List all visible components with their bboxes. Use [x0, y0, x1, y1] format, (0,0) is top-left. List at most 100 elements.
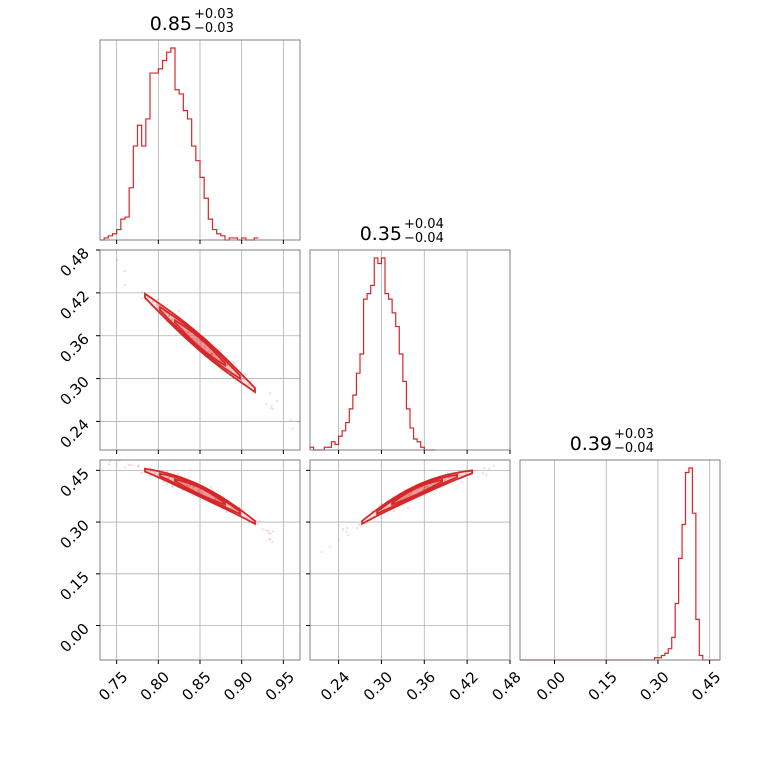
scatter-point: [268, 537, 272, 541]
scatter-point: [423, 486, 427, 489]
title-param-1-plus: +0.04: [404, 217, 444, 232]
scatter-point: [140, 297, 143, 300]
scatter-point: [269, 407, 272, 410]
scatter-point: [168, 315, 171, 318]
scatter-point: [197, 489, 200, 492]
y-axis-p1-ylabel-3: 0.42: [56, 287, 92, 323]
scatter-point: [130, 463, 133, 467]
scatter-point: [196, 339, 199, 342]
scatter-point: [196, 339, 199, 342]
scatter-point: [269, 532, 272, 535]
contour-level-2: [391, 478, 443, 506]
scatter-point: [149, 470, 152, 473]
scatter-point: [185, 483, 188, 486]
scatter-point: [177, 309, 181, 312]
x-axis-p0-xlabel-0: 0.75: [95, 668, 131, 704]
scatter-point: [426, 485, 429, 488]
scatter-point: [255, 520, 258, 523]
scatter-point: [210, 352, 213, 355]
scatter-point: [408, 493, 411, 497]
scatter-point: [210, 352, 213, 355]
panel-bg-2-1: [310, 460, 510, 660]
title-param-0-plus: +0.03: [194, 7, 234, 22]
scatter-point: [195, 340, 198, 343]
y-axis-p2-ylabel-1: 0.15: [56, 568, 92, 604]
scatter-point: [183, 483, 186, 486]
scatter-point: [258, 520, 261, 523]
scatter-point: [28, 467, 30, 469]
scatter-point: [123, 283, 126, 286]
scatter-point: [405, 494, 408, 498]
scatter-point: [193, 486, 196, 489]
scatter-point: [211, 352, 214, 355]
scatter-point: [210, 352, 213, 355]
scatter-point: [211, 354, 214, 357]
scatter-point: [407, 506, 410, 510]
scatter-point: [345, 530, 348, 534]
scatter-point: [271, 530, 275, 533]
scatter-point: [198, 488, 202, 492]
scatter-point: [164, 312, 167, 315]
scatter-point: [123, 269, 126, 273]
scatter-point: [200, 490, 204, 494]
scatter-point: [153, 472, 156, 475]
scatter-point: [186, 484, 189, 487]
x-axis-p0-xlabel-4: 0.95: [262, 668, 298, 704]
scatter-point: [171, 485, 174, 489]
scatter-point: [447, 476, 450, 480]
scatter-point: [107, 463, 111, 466]
scatter-point: [256, 522, 259, 525]
contour-level-2: [174, 478, 226, 507]
scatter-point: [209, 485, 212, 488]
scatter-point: [414, 489, 418, 492]
scatter-point: [171, 485, 174, 488]
x-axis-p1-xlabel-2: 0.36: [403, 668, 439, 704]
scatter-point: [165, 482, 169, 485]
x-axis-p0-xlabel-1: 0.80: [137, 668, 173, 704]
scatter-point: [337, 538, 340, 541]
scatter-point: [245, 373, 248, 376]
scatter-point: [264, 528, 267, 532]
scatter-point: [359, 524, 362, 527]
scatter-point: [356, 526, 359, 530]
x-axis-p0-xlabel-2: 0.85: [178, 668, 214, 704]
scatter-point: [268, 392, 271, 395]
scatter-point: [347, 533, 350, 536]
scatter-point: [392, 509, 395, 513]
scatter-point: [380, 502, 383, 506]
scatter-point: [402, 497, 405, 500]
scatter-point: [268, 538, 271, 541]
scatter-point: [261, 528, 264, 531]
scatter-point: [492, 464, 496, 467]
scatter-point: [153, 472, 156, 475]
y-axis-p1-ylabel-0: 0.24: [56, 416, 92, 452]
scatter-point: [407, 493, 410, 496]
scatter-point: [127, 463, 130, 466]
title-param-1-value: 0.35: [360, 223, 402, 245]
scatter-point: [291, 427, 294, 430]
scatter-point: [481, 472, 484, 475]
y-axis-p1-ylabel-2: 0.36: [56, 330, 92, 366]
scatter-point: [201, 492, 204, 495]
scatter-point: [443, 478, 447, 481]
scatter-point: [200, 344, 203, 347]
scatter-point: [276, 400, 279, 403]
scatter-point: [204, 347, 207, 350]
scatter-point: [289, 419, 292, 422]
contour-level-1: [159, 305, 241, 381]
title-param-0-minus: −0.03: [194, 21, 234, 36]
scatter-point: [233, 362, 236, 365]
title-param-2-plus: +0.03: [614, 427, 654, 442]
scatter-point: [265, 402, 268, 406]
scatter-point: [203, 345, 206, 349]
scatter-point: [417, 487, 421, 490]
scatter-point: [195, 337, 198, 341]
scatter-point: [140, 291, 143, 294]
title-param-0-value: 0.85: [150, 13, 192, 35]
scatter-point: [240, 378, 243, 381]
scatter-point: [137, 465, 140, 468]
scatter-point: [162, 480, 165, 484]
scatter-point: [267, 531, 270, 535]
scatter-point: [460, 480, 463, 483]
scatter-point: [191, 486, 194, 489]
